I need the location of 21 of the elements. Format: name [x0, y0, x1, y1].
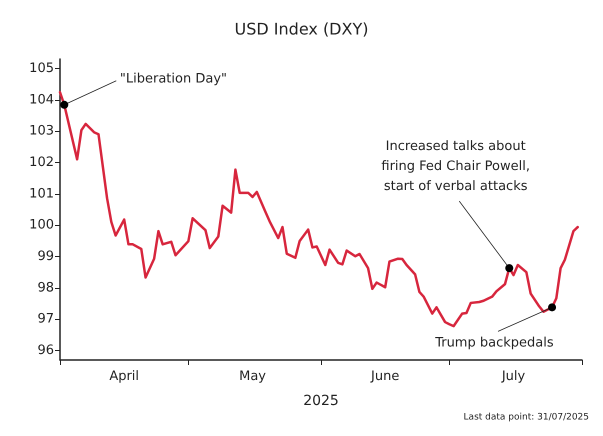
line-series	[58, 90, 579, 328]
x-tick-label: June	[370, 369, 400, 384]
x-axis-title: 2025	[303, 393, 339, 409]
annotation: "Liberation Day"	[120, 72, 228, 87]
y-tick-label: 100	[29, 218, 54, 233]
y-tick-label: 103	[29, 124, 54, 139]
y-tick-label: 99	[37, 249, 54, 264]
annotation: Trump backpedals	[434, 335, 554, 350]
chart-title: USD Index (DXY)	[234, 20, 368, 38]
annotation: Increased talks about firing Fed Chair Powell, start of verbal attacks	[381, 138, 530, 194]
y-tick-label: 104	[29, 92, 54, 108]
x-tick-label: April	[109, 369, 140, 384]
x-tick-label: May	[239, 369, 266, 384]
y-tick-label: 101	[29, 186, 54, 202]
y-tick-label: 105	[29, 60, 54, 76]
x-tick-label: July	[500, 369, 526, 384]
text: Last data point: 31/07/2025	[464, 412, 590, 422]
y-tick-label: 98	[37, 280, 54, 296]
y-tick-label: 102	[29, 154, 54, 170]
y-tick-label: 96	[37, 343, 54, 358]
y-tick-label: 97	[37, 312, 54, 327]
